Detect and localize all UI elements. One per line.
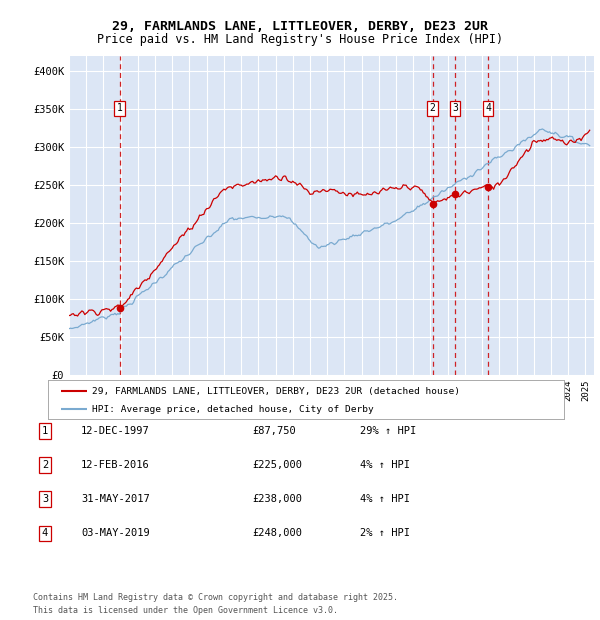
Text: 31-MAY-2017: 31-MAY-2017	[81, 494, 150, 504]
Text: 2: 2	[42, 460, 48, 470]
Text: 29, FARMLANDS LANE, LITTLEOVER, DERBY, DE23 2UR (detached house): 29, FARMLANDS LANE, LITTLEOVER, DERBY, D…	[92, 387, 460, 396]
Text: HPI: Average price, detached house, City of Derby: HPI: Average price, detached house, City…	[92, 405, 374, 414]
Text: £238,000: £238,000	[252, 494, 302, 504]
Text: 29, FARMLANDS LANE, LITTLEOVER, DERBY, DE23 2UR: 29, FARMLANDS LANE, LITTLEOVER, DERBY, D…	[112, 20, 488, 33]
Text: 03-MAY-2019: 03-MAY-2019	[81, 528, 150, 538]
Text: 4: 4	[485, 104, 491, 113]
Text: 1: 1	[117, 104, 123, 113]
Text: 3: 3	[42, 494, 48, 504]
Text: 4% ↑ HPI: 4% ↑ HPI	[360, 460, 410, 470]
Text: 12-FEB-2016: 12-FEB-2016	[81, 460, 150, 470]
Text: 4: 4	[42, 528, 48, 538]
Text: 4% ↑ HPI: 4% ↑ HPI	[360, 494, 410, 504]
Text: 29% ↑ HPI: 29% ↑ HPI	[360, 426, 416, 436]
Text: 3: 3	[452, 104, 458, 113]
Text: 12-DEC-1997: 12-DEC-1997	[81, 426, 150, 436]
Text: Price paid vs. HM Land Registry's House Price Index (HPI): Price paid vs. HM Land Registry's House …	[97, 33, 503, 45]
Text: £225,000: £225,000	[252, 460, 302, 470]
Text: 2% ↑ HPI: 2% ↑ HPI	[360, 528, 410, 538]
Text: Contains HM Land Registry data © Crown copyright and database right 2025.
This d: Contains HM Land Registry data © Crown c…	[33, 593, 398, 614]
Text: 2: 2	[430, 104, 436, 113]
Text: 1: 1	[42, 426, 48, 436]
Text: £87,750: £87,750	[252, 426, 296, 436]
Text: £248,000: £248,000	[252, 528, 302, 538]
